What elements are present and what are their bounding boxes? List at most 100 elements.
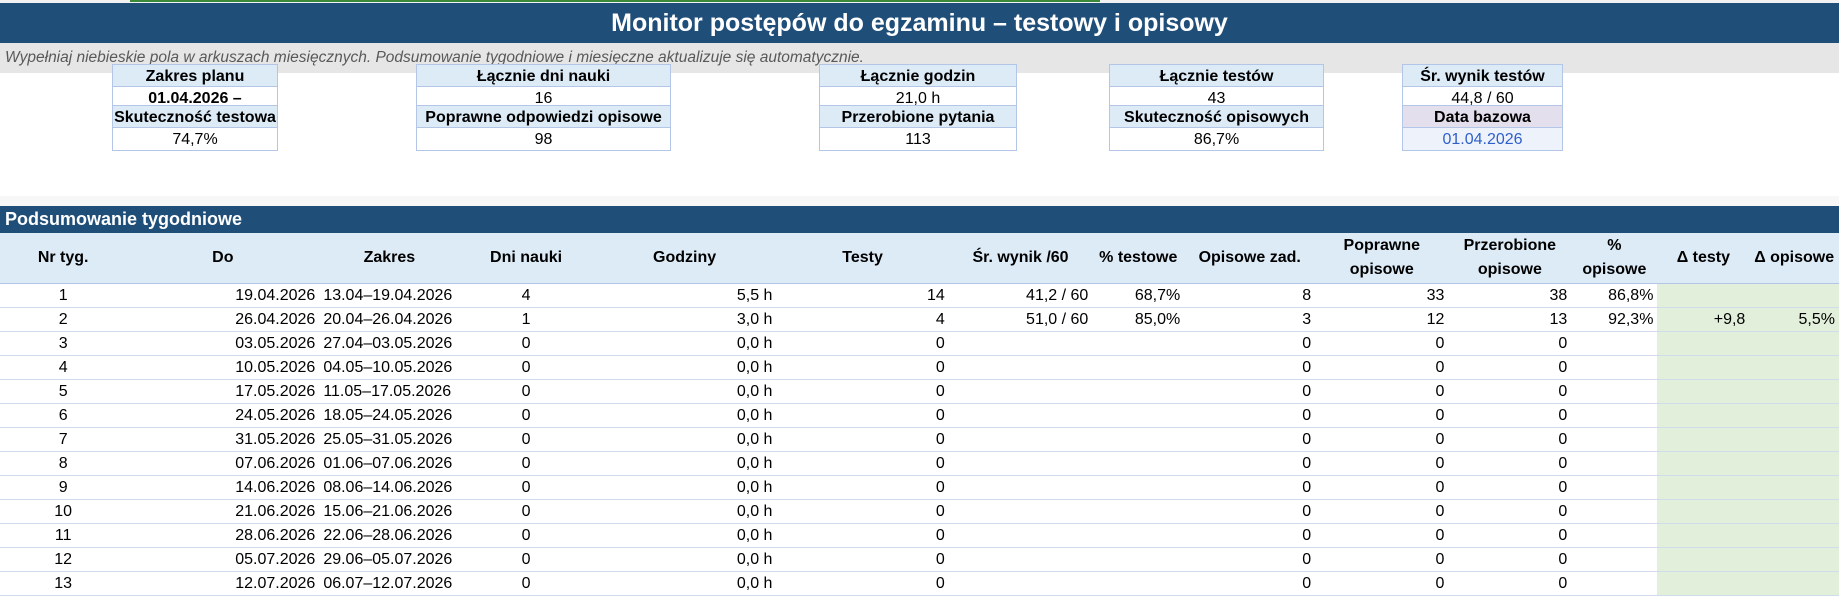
cell-zakres[interactable]: 04.05–10.05.2026	[319, 355, 460, 380]
cell-godziny[interactable]: 0,0 h	[592, 403, 777, 428]
cell-sr-wynik[interactable]	[948, 403, 1093, 428]
cell-przerobione-opisowe[interactable]: 0	[1448, 475, 1572, 500]
col-header-przerobione-opisowe[interactable]: Przerobione opisowe	[1448, 233, 1572, 284]
cell-delta-opisowe[interactable]	[1749, 379, 1839, 404]
kpi-value-data-bazowa[interactable]: 01.04.2026	[1402, 127, 1563, 151]
cell-procent-opisowe[interactable]	[1571, 547, 1658, 572]
cell-nr-tyg[interactable]: 2	[0, 307, 127, 332]
cell-nr-tyg[interactable]: 7	[0, 427, 127, 452]
cell-poprawne-opisowe[interactable]: 0	[1315, 403, 1449, 428]
cell-nr-tyg[interactable]: 13	[0, 571, 127, 596]
cell-przerobione-opisowe[interactable]: 13	[1448, 307, 1572, 332]
cell-delta-testy[interactable]	[1657, 523, 1750, 548]
cell-dni-nauki[interactable]: 0	[459, 475, 593, 500]
cell-sr-wynik[interactable]	[948, 499, 1093, 524]
cell-opisowe-zad[interactable]: 0	[1184, 499, 1316, 524]
kpi-value-przerobione-opisowe[interactable]: 113	[819, 127, 1017, 151]
cell-nr-tyg[interactable]: 4	[0, 355, 127, 380]
cell-delta-testy[interactable]	[1657, 283, 1750, 308]
cell-do[interactable]: 12.07.2026	[126, 571, 320, 596]
cell-przerobione-opisowe[interactable]: 38	[1448, 283, 1572, 308]
cell-procent-opisowe[interactable]	[1571, 379, 1658, 404]
cell-do[interactable]: 24.05.2026	[126, 403, 320, 428]
cell-procent-opisowe[interactable]	[1571, 523, 1658, 548]
cell-delta-opisowe[interactable]	[1749, 331, 1839, 356]
sheet-title[interactable]: Monitor postępów do egzaminu – testowy i…	[0, 3, 1839, 43]
cell-testy[interactable]: 14	[776, 283, 949, 308]
cell-sr-wynik[interactable]	[948, 355, 1093, 380]
cell-procent-testowe[interactable]	[1092, 379, 1185, 404]
cell-dni-nauki[interactable]: 1	[459, 307, 593, 332]
col-header-delta-testy[interactable]: Δ testy	[1657, 233, 1750, 284]
cell-przerobione-opisowe[interactable]: 0	[1448, 379, 1572, 404]
cell-opisowe-zad[interactable]: 0	[1184, 451, 1316, 476]
cell-opisowe-zad[interactable]: 8	[1184, 283, 1316, 308]
col-header-procent-opisowe[interactable]: % opisowe	[1571, 233, 1658, 284]
cell-testy[interactable]: 0	[776, 403, 949, 428]
cell-zakres[interactable]: 18.05–24.05.2026	[319, 403, 460, 428]
cell-nr-tyg[interactable]: 9	[0, 475, 127, 500]
cell-poprawne-opisowe[interactable]: 0	[1315, 331, 1449, 356]
kpi-value-poprawne-opisowe[interactable]: 98	[416, 127, 671, 151]
cell-przerobione-opisowe[interactable]: 0	[1448, 331, 1572, 356]
cell-opisowe-zad[interactable]: 0	[1184, 427, 1316, 452]
cell-delta-opisowe[interactable]	[1749, 427, 1839, 452]
cell-poprawne-opisowe[interactable]: 12	[1315, 307, 1449, 332]
cell-nr-tyg[interactable]: 3	[0, 331, 127, 356]
cell-opisowe-zad[interactable]: 3	[1184, 307, 1316, 332]
cell-procent-testowe[interactable]	[1092, 403, 1185, 428]
cell-do[interactable]: 14.06.2026	[126, 475, 320, 500]
cell-procent-opisowe[interactable]: 92,3%	[1571, 307, 1658, 332]
cell-procent-opisowe[interactable]	[1571, 331, 1658, 356]
cell-godziny[interactable]: 0,0 h	[592, 499, 777, 524]
cell-sr-wynik[interactable]	[948, 427, 1093, 452]
col-header-dni-nauki[interactable]: Dni nauki	[459, 233, 593, 284]
cell-procent-opisowe[interactable]	[1571, 355, 1658, 380]
cell-sr-wynik[interactable]	[948, 379, 1093, 404]
kpi-label-dni-nauki[interactable]: Łącznie dni nauki	[416, 64, 671, 88]
cell-poprawne-opisowe[interactable]: 0	[1315, 571, 1449, 596]
kpi-label-sr-wynik[interactable]: Śr. wynik testów	[1402, 64, 1563, 88]
cell-delta-testy[interactable]	[1657, 547, 1750, 572]
cell-nr-tyg[interactable]: 1	[0, 283, 127, 308]
col-header-nr-tyg[interactable]: Nr tyg.	[0, 233, 127, 284]
cell-poprawne-opisowe[interactable]: 0	[1315, 523, 1449, 548]
cell-delta-testy[interactable]	[1657, 451, 1750, 476]
cell-nr-tyg[interactable]: 11	[0, 523, 127, 548]
cell-dni-nauki[interactable]: 0	[459, 379, 593, 404]
cell-delta-testy[interactable]	[1657, 427, 1750, 452]
cell-zakres[interactable]: 25.05–31.05.2026	[319, 427, 460, 452]
cell-zakres[interactable]: 27.04–03.05.2026	[319, 331, 460, 356]
cell-poprawne-opisowe[interactable]: 0	[1315, 451, 1449, 476]
cell-procent-testowe[interactable]	[1092, 331, 1185, 356]
kpi-label-zakres-planu[interactable]: Zakres planu	[112, 64, 278, 88]
cell-delta-opisowe[interactable]	[1749, 451, 1839, 476]
cell-dni-nauki[interactable]: 0	[459, 427, 593, 452]
cell-opisowe-zad[interactable]: 0	[1184, 331, 1316, 356]
kpi-label-poprawne-opisowe[interactable]: Poprawne odpowiedzi opisowe	[416, 105, 671, 129]
cell-poprawne-opisowe[interactable]: 0	[1315, 355, 1449, 380]
col-header-zakres[interactable]: Zakres	[319, 233, 460, 284]
cell-godziny[interactable]: 0,0 h	[592, 331, 777, 356]
cell-sr-wynik[interactable]	[948, 547, 1093, 572]
kpi-label-testow[interactable]: Łącznie testów	[1109, 64, 1324, 88]
cell-do[interactable]: 28.06.2026	[126, 523, 320, 548]
cell-przerobione-opisowe[interactable]: 0	[1448, 571, 1572, 596]
col-header-procent-testowe[interactable]: % testowe	[1092, 233, 1185, 284]
cell-delta-opisowe[interactable]	[1749, 571, 1839, 596]
cell-sr-wynik[interactable]: 51,0 / 60	[948, 307, 1093, 332]
cell-zakres[interactable]: 08.06–14.06.2026	[319, 475, 460, 500]
cell-procent-testowe[interactable]	[1092, 451, 1185, 476]
cell-zakres[interactable]: 01.06–07.06.2026	[319, 451, 460, 476]
cell-procent-testowe[interactable]	[1092, 499, 1185, 524]
cell-poprawne-opisowe[interactable]: 0	[1315, 547, 1449, 572]
cell-przerobione-opisowe[interactable]: 0	[1448, 499, 1572, 524]
cell-do[interactable]: 07.06.2026	[126, 451, 320, 476]
cell-przerobione-opisowe[interactable]: 0	[1448, 355, 1572, 380]
cell-zakres[interactable]: 11.05–17.05.2026	[319, 379, 460, 404]
cell-delta-opisowe[interactable]	[1749, 523, 1839, 548]
cell-poprawne-opisowe[interactable]: 0	[1315, 379, 1449, 404]
cell-procent-testowe[interactable]: 68,7%	[1092, 283, 1185, 308]
cell-godziny[interactable]: 3,0 h	[592, 307, 777, 332]
cell-przerobione-opisowe[interactable]: 0	[1448, 451, 1572, 476]
